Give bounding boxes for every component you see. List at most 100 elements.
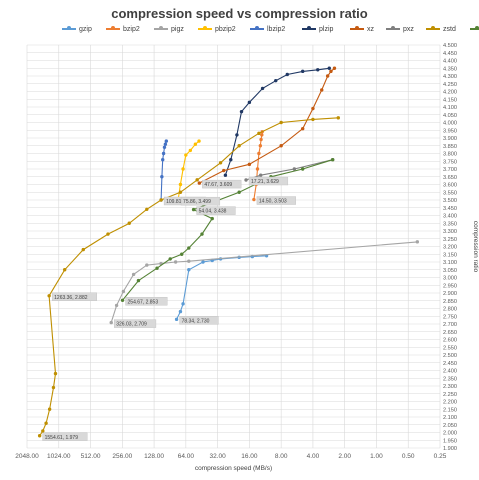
legend-label: pigz [171,26,184,33]
annotation-label: 54.04, 3.438 [199,209,227,215]
annotation-box [256,196,296,205]
y-tick-label: 4.050 [443,113,457,119]
legend-label: pxz [403,26,414,33]
data-point-zstd [218,161,223,165]
data-point-zstd [145,207,149,211]
x-tick-label: 64.00 [178,453,195,460]
legend-item-pbzip2: pbzip2 [198,26,236,33]
y-tick-label: 2.450 [443,361,457,367]
data-point-lbzip2 [164,139,169,143]
data-point-zstd [47,407,52,411]
y-tick-label: 3.500 [443,198,457,204]
annotation-label: 254.67, 2.853 [128,299,159,305]
data-point-zstd [279,120,283,125]
legend-label: xz [367,26,374,33]
data-point-brotli [200,232,204,236]
x-tick-label: 2048.00 [15,453,39,460]
y-tick-label: 2.900 [443,291,457,297]
x-tick-label: 0.50 [402,453,415,460]
data-point-zstd [62,268,67,272]
x-tick-label: 8.00 [275,453,288,460]
annotation-box [180,196,221,206]
annotation-box [114,319,157,328]
legend-swatch [154,26,168,31]
chart-title: compression speed vs compression ratio [111,6,368,21]
data-point-lbzip2 [162,145,167,149]
legend-item-xz: xz [350,26,374,33]
data-point-bzip2 [257,151,261,156]
legend-item-plzip: plzip [302,26,333,33]
y-tick-label: 2.150 [443,407,457,413]
data-point-lbzip2 [163,142,168,146]
y-axis-title: compression ratio [472,221,479,273]
y-tick-label: 2.050 [443,423,457,429]
y-tick-label: 1.950 [443,438,457,444]
legend-swatch [426,26,440,31]
y-tick-label: 4.150 [443,97,457,103]
data-point-xz [247,162,252,167]
y-tick-label: 3.050 [443,268,457,274]
y-tick-label: 4.350 [443,66,457,72]
data-point-plzip [223,173,228,177]
data-point-pxz [292,167,297,171]
data-point-pbzip2 [178,182,183,187]
data-point-zstd [257,131,261,136]
data-point-brotli [237,190,241,194]
y-tick-label: 3.850 [443,144,457,150]
data-point-zstd [178,190,183,194]
series-line-gzip [176,255,267,320]
annotation-label: 14.50, 3.503 [259,199,287,205]
legend-swatch [250,26,264,31]
legend-swatch [386,26,400,31]
legend-item-pxz: pxz [386,26,414,33]
data-point-plzip [316,68,320,72]
y-tick-label: 3.100 [443,260,457,266]
legend: gzip bzip2 pigz pbzip2 lbzip2 plzip xz pxz zstd b… [62,26,479,40]
data-point-plzip [229,158,233,162]
legend-item-bzip2: bzip2 [106,26,140,33]
legend-item-lbzip2: lbzip2 [250,26,285,33]
annotation-label: 75.86, 3.499 [183,199,211,205]
data-point-pigz [145,263,149,267]
data-point-brotli [180,252,184,256]
data-point-xz [279,144,283,148]
data-point-pxz [258,173,263,177]
y-tick-label: 2.400 [443,369,457,375]
series-line-plzip [224,67,330,176]
y-tick-label: 2.300 [443,384,457,390]
data-point-zstd [106,232,110,236]
annotation-label: 1263.36, 2.882 [54,295,88,301]
data-point-bzip2 [259,137,263,142]
data-point-zstd [81,247,85,252]
data-point-pigz [131,272,136,277]
annotation-label: 47.67, 3.609 [204,182,232,188]
data-point-zstd [127,221,131,225]
annotation-box [196,206,236,215]
x-tick-label: 4.00 [307,453,320,460]
data-point-brotli [120,298,125,302]
data-point-plzip [274,78,278,83]
y-tick-label: 2.800 [443,307,457,313]
y-tick-label: 2.600 [443,338,457,344]
series-line-zstd [39,117,339,437]
y-tick-label: 2.700 [443,322,457,328]
y-tick-label: 4.000 [443,121,457,127]
y-tick-label: 3.950 [443,128,457,134]
data-point-pxz [244,178,248,182]
data-point-brotli [155,266,159,270]
data-point-xz [332,66,337,70]
data-point-bzip2 [252,197,256,202]
y-tick-label: 2.750 [443,314,457,320]
data-point-xz [300,127,305,131]
annotation-box [125,297,168,306]
y-tick-label: 4.300 [443,74,457,80]
data-point-zstd [336,116,340,120]
annotation-box [202,179,242,189]
x-tick-label: 256.00 [112,453,132,460]
x-tick-label: 0.25 [434,453,447,460]
y-tick-label: 3.200 [443,245,457,251]
data-point-pigz [415,240,420,244]
data-point-plzip [247,100,252,105]
